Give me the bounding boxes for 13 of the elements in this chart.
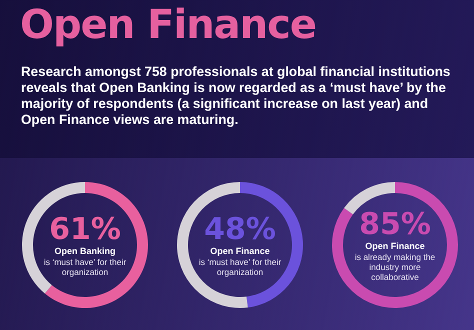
text: is already making the industry more collaborative	[354, 252, 436, 282]
text: Open Finance	[20, 2, 316, 48]
text: Open Finance	[210, 246, 270, 256]
data-label: 48%	[204, 212, 276, 246]
text: Open Banking	[54, 246, 116, 256]
data-label: 61%	[49, 212, 121, 246]
donut-slice	[332, 182, 458, 308]
text: is ‘must have’ for their organization	[42, 256, 128, 276]
data-label: 85%	[359, 206, 431, 242]
donut-slice	[44, 182, 148, 308]
text: Open Finance	[365, 240, 425, 252]
text: Research amongst 758 professionals at global financial institutions reveals that Open Banking is now regarded as a ‘must have’ by the majority of respondents (a significant increase on last year) and Open Finance views are maturing.	[21, 64, 452, 128]
text: is ‘must have’ for their organization	[198, 256, 282, 276]
